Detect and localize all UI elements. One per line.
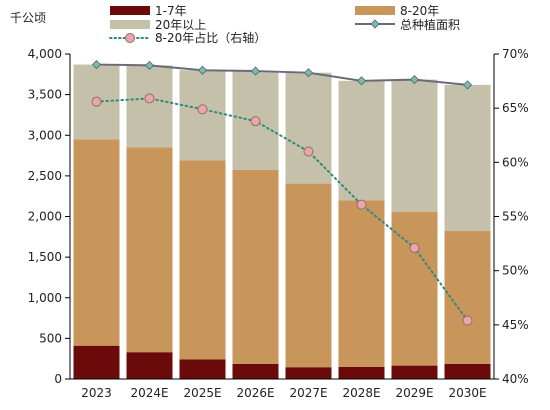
- point-ratio-4: [303, 146, 314, 157]
- bar-1-5: [338, 200, 385, 367]
- bar-0-0: [73, 345, 120, 379]
- y-left-tick-label: 3,500: [28, 88, 62, 102]
- x-tick-label: 2024E: [130, 386, 168, 400]
- bar-1-6: [391, 212, 438, 366]
- legend-label-1-7: 1-7年: [155, 4, 187, 18]
- bar-0-2: [179, 359, 226, 379]
- point-total-3: [250, 66, 261, 76]
- point-ratio-6: [409, 242, 420, 253]
- point-total-2: [197, 65, 208, 75]
- bar-1-3: [232, 169, 279, 364]
- point-total-0: [91, 59, 102, 70]
- x-tick-label: 2028E: [342, 386, 380, 400]
- bar-1-0: [73, 139, 120, 346]
- legend-swatch-8-20: [355, 6, 395, 15]
- series-line-total: [96, 63, 468, 86]
- bar-2-7: [444, 84, 491, 231]
- y-right-tick-label: 45%: [502, 318, 529, 332]
- x-tick-label: 2025E: [183, 386, 221, 400]
- legend-label-20plus: 20年以上: [155, 18, 206, 32]
- bar-1-4: [285, 183, 332, 368]
- point-ratio-5: [356, 199, 367, 210]
- x-tick-label: 2029E: [395, 386, 433, 400]
- legend-marker-total: [370, 19, 380, 29]
- point-total-7: [462, 80, 473, 90]
- y-right-tick-label: 50%: [502, 264, 529, 278]
- bar-1-2: [179, 160, 226, 360]
- bar-0-3: [232, 363, 279, 379]
- point-ratio-7: [462, 315, 473, 326]
- x-tick-label: 2027E: [289, 386, 327, 400]
- y-right-tick-label: 55%: [502, 210, 529, 224]
- legend-label-8-20: 8-20年: [400, 4, 439, 18]
- bar-2-2: [179, 70, 226, 161]
- point-ratio-3: [250, 116, 261, 127]
- bar-2-1: [126, 65, 173, 148]
- bar-0-5: [338, 366, 385, 379]
- y-left-tick-label: 2,500: [28, 169, 62, 183]
- legend-label-total: 总种植面积: [400, 17, 460, 32]
- legend-swatch-20plus: [110, 20, 150, 29]
- x-tick-label: 2030E: [448, 386, 486, 400]
- y-left-tick-label: 4,000: [28, 47, 62, 61]
- y-left-tick-label: 3,000: [28, 128, 62, 142]
- bar-2-5: [338, 80, 385, 201]
- point-ratio-2: [197, 104, 208, 115]
- bar-1-7: [444, 230, 491, 364]
- y-right-tick-label: 40%: [502, 372, 529, 386]
- point-ratio-1: [144, 93, 155, 104]
- legend-marker-ratio: [125, 33, 135, 43]
- bar-0-6: [391, 365, 438, 379]
- point-total-5: [356, 76, 367, 86]
- plot-area: 0 500 1,000 1,500 2,000 2,500 3,000 3,500 4,000 4…: [28, 47, 529, 400]
- bar-2-4: [285, 72, 332, 184]
- bar-0-4: [285, 367, 332, 379]
- point-total-6: [409, 75, 420, 85]
- point-total-4: [303, 68, 314, 78]
- y-left-tick-label: 0: [54, 372, 62, 386]
- point-total-1: [144, 60, 155, 70]
- bar-0-7: [444, 363, 491, 379]
- point-ratio-0: [91, 96, 102, 107]
- y-right-tick-label: 65%: [502, 101, 529, 115]
- x-tick-label: 2026E: [236, 386, 274, 400]
- x-tick-label: 2023: [81, 386, 112, 400]
- series-line-ratio: [95, 97, 469, 322]
- y-right-tick-label: 70%: [502, 47, 529, 61]
- y-left-tick-label: 1,500: [28, 250, 62, 264]
- y-left-unit-label: 千公顷: [10, 11, 46, 25]
- y-left-tick-label: 2,000: [28, 210, 62, 224]
- bar-2-6: [391, 79, 438, 213]
- legend-label-ratio: 8-20年占比（右轴）: [155, 30, 266, 45]
- bar-0-1: [126, 352, 173, 379]
- bar-1-1: [126, 147, 173, 353]
- y-right-tick-label: 60%: [502, 155, 529, 169]
- y-left-tick-label: 1,000: [28, 291, 62, 305]
- y-left-tick-label: 500: [39, 331, 62, 345]
- legend: 1-7年 20年以上 8-20年占比（右轴） 8-20年 总种植面积: [109, 4, 460, 45]
- legend-swatch-1-7: [110, 6, 150, 15]
